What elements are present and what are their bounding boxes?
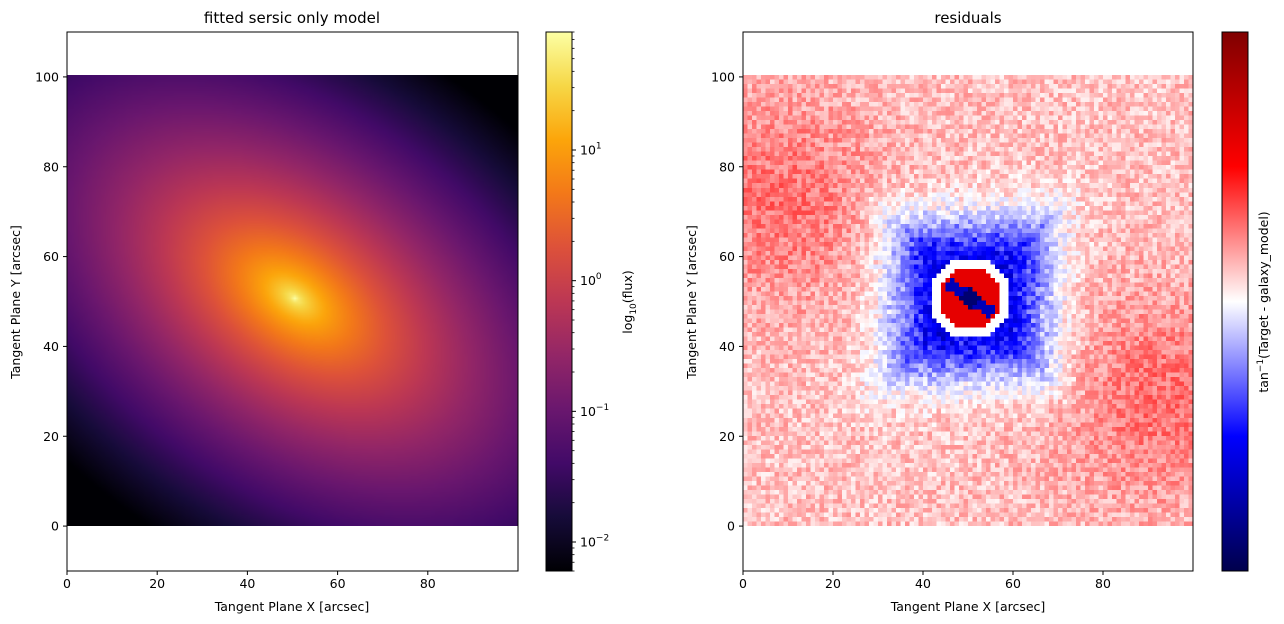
panel-model-colorbar: 10−2 10−1 100 101 log10(flux) <box>545 31 639 572</box>
panel-residuals-y-tick-label: 0 <box>727 519 735 534</box>
panel-residuals-colorbar: tan−1(Target - galaxy_model) <box>1221 31 1271 572</box>
panel-model-colorbar-bar <box>545 31 573 572</box>
panel-model-y-tick-label: 20 <box>43 429 59 444</box>
panel-model-x-tick-label: 0 <box>63 576 71 591</box>
panel-model-y-tick-label: 80 <box>43 159 59 174</box>
panel-model-image-holder <box>67 75 518 526</box>
panel-residuals-x-ticks: 0 20 40 60 80 <box>739 571 1111 591</box>
panel-model-y-tick-label: 0 <box>51 519 59 534</box>
panel-residuals-x-tick-label: 0 <box>739 576 747 591</box>
panel-model-xlabel: Tangent Plane X [arcsec] <box>214 599 370 614</box>
panel-model-ylabel: Tangent Plane Y [arcsec] <box>8 225 23 380</box>
panel-model-y-tick-label: 40 <box>43 339 59 354</box>
panel-model-title: fitted sersic only model <box>204 9 380 27</box>
panel-residuals-colorbar-label: tan−1(Target - galaxy_model) <box>1256 211 1271 392</box>
panel-residuals-x-tick-label: 20 <box>825 576 841 591</box>
panel-residuals-ylabel: Tangent Plane Y [arcsec] <box>684 225 699 380</box>
panel-model-colorbar-tick-label: 101 <box>580 142 602 158</box>
panel-residuals-x-tick-label: 60 <box>1005 576 1021 591</box>
panel-model-y-tick-label: 100 <box>35 69 59 84</box>
panel-model-x-tick-label: 40 <box>239 576 255 591</box>
panel-model-colorbar-tick-label: 100 <box>580 272 602 288</box>
panel-residuals-image <box>743 75 1193 526</box>
panel-model-colorbar-label: log10(flux) <box>620 270 639 333</box>
panel-model-x-tick-label: 60 <box>330 576 346 591</box>
panel-model-image <box>67 75 518 526</box>
panel-model-x-tick-label: 80 <box>420 576 436 591</box>
panel-residuals-colorbar-bar <box>1221 31 1249 572</box>
panel-residuals-y-tick-label: 40 <box>719 339 735 354</box>
panel-model-colorbar-tick-label: 10−2 <box>580 534 609 550</box>
panel-model-y-tick-label: 60 <box>43 249 59 264</box>
panel-model-x-ticks: 0 20 40 60 80 <box>63 571 436 591</box>
panel-residuals-y-tick-label: 20 <box>719 429 735 444</box>
panel-residuals-y-tick-label: 100 <box>711 69 735 84</box>
panel-model: fitted sersic only model 0 20 40 60 80 0 20 40… <box>8 9 519 614</box>
panel-residuals-xlabel: Tangent Plane X [arcsec] <box>890 599 1046 614</box>
panel-residuals-x-tick-label: 80 <box>1095 576 1111 591</box>
panel-residuals-y-tick-label: 80 <box>719 159 735 174</box>
panel-model-colorbar-ticks: 10−2 10−1 100 101 <box>572 31 609 572</box>
panel-residuals: residuals 0 20 40 60 80 0 20 40 60 80 100 Tangent… <box>684 9 1194 614</box>
panel-model-colorbar-tick-label: 10−1 <box>580 403 609 419</box>
panel-model-y-ticks: 0 20 40 60 80 100 <box>35 69 67 534</box>
panel-residuals-y-tick-label: 60 <box>719 249 735 264</box>
panel-residuals-x-tick-label: 40 <box>915 576 931 591</box>
panel-residuals-image-holder <box>743 75 1193 526</box>
panel-model-x-tick-label: 20 <box>149 576 165 591</box>
panel-residuals-y-ticks: 0 20 40 60 80 100 <box>711 69 743 534</box>
panel-residuals-title: residuals <box>934 9 1001 27</box>
